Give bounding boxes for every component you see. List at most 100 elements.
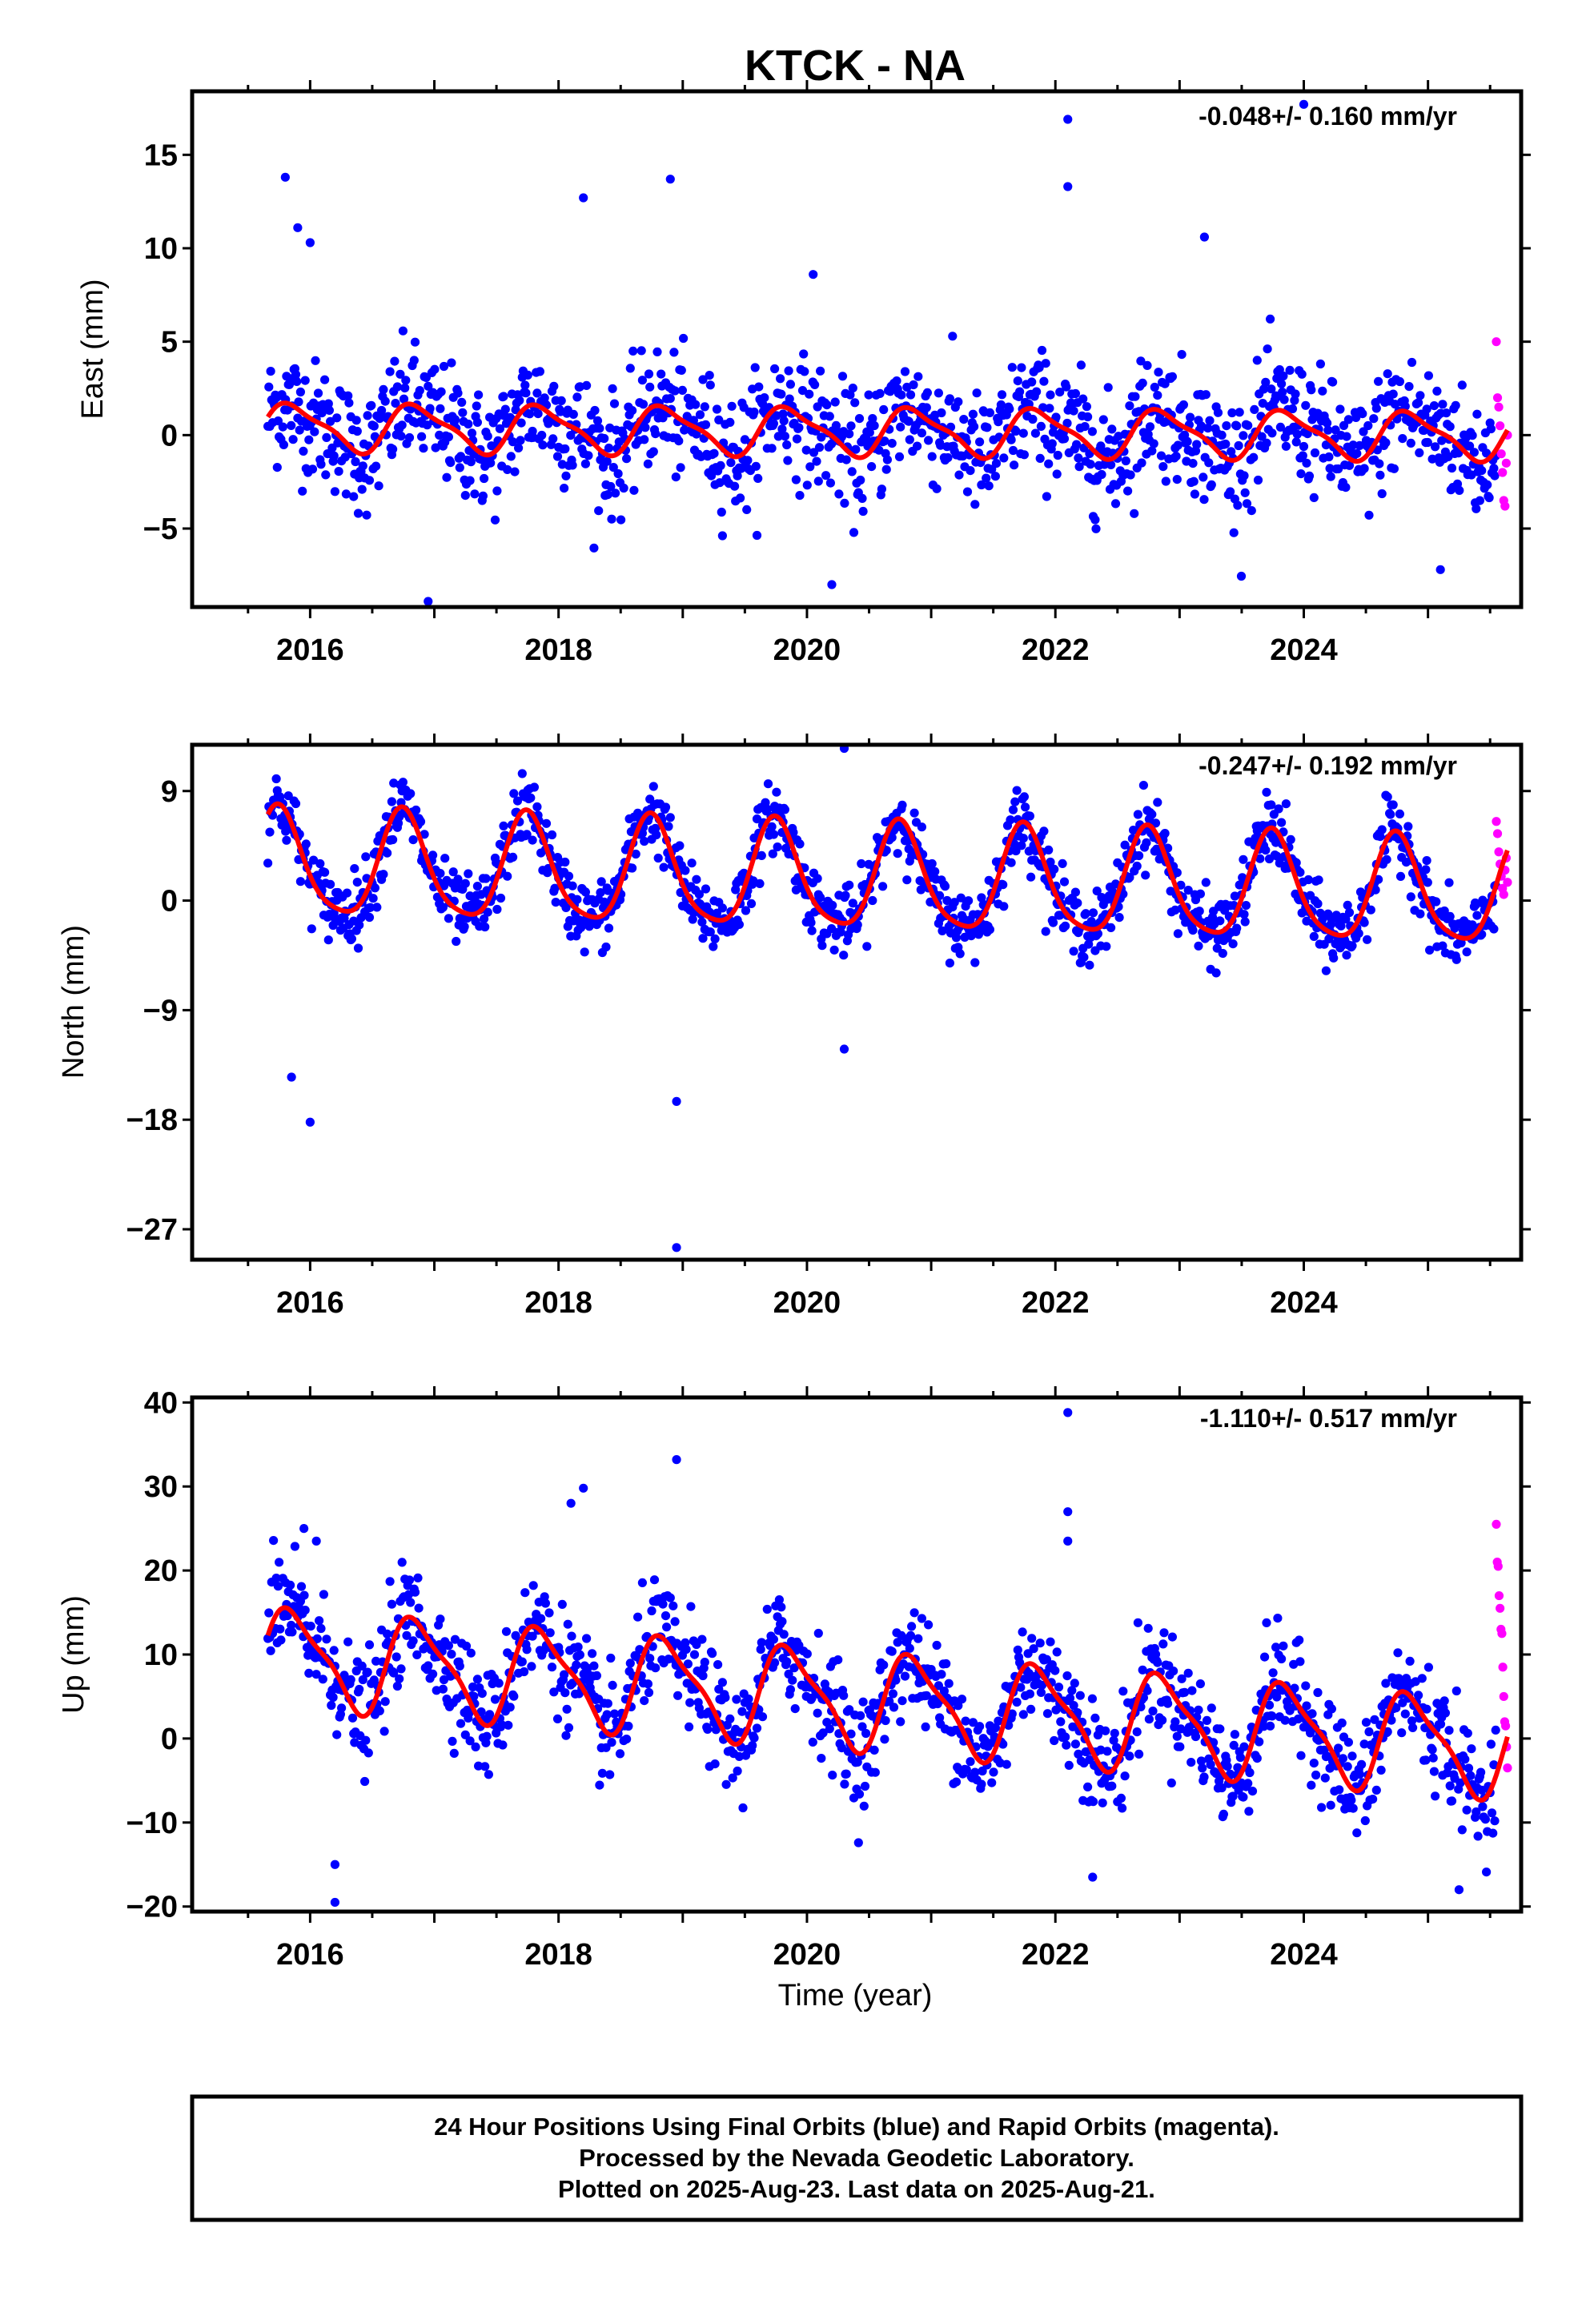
east-x-tick-label: 2020 [773,633,841,667]
up-final-point [860,1781,870,1791]
east-final-point [1239,431,1248,440]
north-final-point [768,849,777,858]
north-final-point [1081,909,1090,919]
east-final-point [511,405,520,415]
east-final-point [750,363,760,372]
east-final-point [334,467,343,476]
north-final-point [659,862,669,872]
up-final-point [1473,1831,1483,1841]
north-frame [190,742,1524,1262]
north-final-point [1011,846,1021,856]
up-final-point [318,1675,327,1684]
north-final-point [564,871,574,881]
east-final-point [977,480,986,490]
up-final-point [1293,1714,1303,1724]
north-final-point [1286,834,1295,844]
north-final-point [1303,875,1313,885]
north-final-point [551,898,560,907]
up-outlier-point [1063,1408,1073,1417]
up-final-point [561,1731,571,1740]
up-final-point [501,1626,512,1636]
up-final-point [1247,1787,1258,1796]
up-final-point [1335,1785,1344,1795]
up-final-point [544,1608,554,1618]
east-final-point [580,459,591,468]
north-final-point [496,893,506,903]
east-final-point [645,382,655,392]
up-final-point [790,1704,800,1714]
up-final-point [1423,1663,1433,1672]
up-final-point [1012,1697,1022,1707]
up-final-point [1239,1792,1248,1802]
up-final-point [1472,1807,1481,1817]
east-outlier-point [1063,115,1073,124]
east-final-point [1278,388,1287,397]
east-final-point [1121,456,1130,466]
north-final-point [709,942,718,951]
north-final-point [1195,889,1205,899]
up-final-point [685,1698,695,1707]
up-final-point [637,1578,648,1587]
up-final-point [1158,1715,1167,1725]
east-final-point [1486,424,1496,434]
up-final-point [605,1770,615,1779]
north-final-point [857,858,866,869]
east-y-tick-label: 0 [161,419,178,452]
east-final-point [341,489,351,499]
up-final-point [1062,1740,1071,1750]
east-final-point [1138,378,1147,388]
up-final-point [975,1722,985,1731]
north-final-point [1438,941,1447,951]
up-final-point [449,1748,459,1758]
east-final-point [453,388,463,398]
north-final-point [320,867,330,877]
north-final-point [541,818,552,828]
east-final-point [1042,492,1051,501]
up-final-point [1098,1798,1107,1807]
east-final-point [997,390,1007,400]
east-final-point [608,463,618,472]
north-final-point [688,915,697,924]
east-final-point [1158,462,1168,472]
east-final-point [486,458,496,468]
up-outlier-point [311,1536,321,1546]
up-final-point [464,1708,474,1718]
up-final-point [608,1680,617,1690]
north-final-point [522,830,532,839]
up-final-point [428,1669,438,1679]
north-final-point [648,782,658,791]
east-final-point [321,470,331,480]
east-final-point [1070,388,1080,399]
up-rapid-point [1494,1590,1504,1601]
north-final-point [568,881,577,891]
up-final-point [1361,1718,1371,1727]
up-final-point [807,1693,817,1703]
east-final-point [446,458,456,468]
east-final-point [1147,446,1157,456]
up-final-point [1370,1715,1379,1724]
up-final-point [1421,1755,1431,1765]
up-final-point [607,1738,616,1747]
up-final-point [907,1622,917,1631]
up-final-point [276,1635,286,1645]
east-final-point [409,356,419,365]
east-final-point [299,446,308,456]
north-final-point [1086,917,1096,927]
east-final-point [782,440,792,450]
up-final-point [651,1663,661,1673]
east-final-point [1482,448,1492,458]
up-final-point [497,1720,507,1730]
north-final-point [746,899,757,908]
up-final-point [1347,1795,1356,1805]
east-final-point [349,492,359,501]
up-final-point [788,1675,797,1685]
east-final-point [1375,470,1385,480]
east-final-point [1318,386,1327,396]
up-final-point [749,1733,759,1743]
up-outlier-point [672,1455,681,1465]
up-final-point [1052,1647,1062,1657]
up-final-point [327,1700,336,1711]
east-final-point [466,457,476,467]
east-final-point [1145,422,1155,432]
